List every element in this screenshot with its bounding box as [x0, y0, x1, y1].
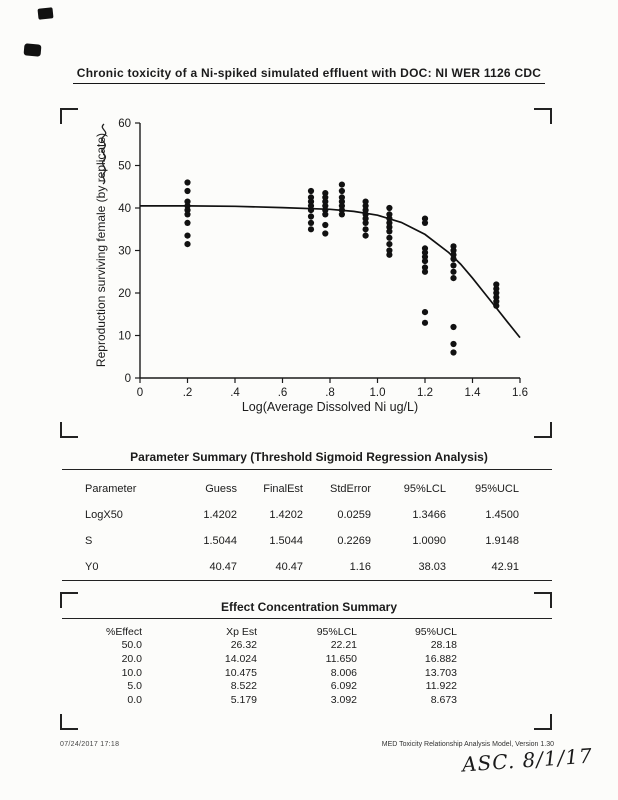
- figure-corner-bracket: [60, 108, 78, 124]
- table-cell: 10.475: [224, 666, 257, 679]
- table-cell: 11.650: [325, 652, 357, 665]
- table-cell: 1.5044: [203, 535, 237, 547]
- table-cell: 1.4202: [269, 509, 303, 521]
- horizontal-rule: [62, 469, 552, 470]
- svg-text:.6: .6: [278, 387, 288, 399]
- table-cell: 1.3466: [412, 509, 446, 521]
- parameter-summary-title: Parameter Summary (Threshold Sigmoid Reg…: [130, 450, 488, 464]
- report-title-text: Chronic toxicity of a Ni-spiked simulate…: [72, 66, 546, 84]
- table-cell: 22.21: [330, 639, 357, 652]
- table-cell: 11.922: [425, 680, 457, 693]
- figure-corner-bracket: [60, 592, 78, 608]
- table-cell: 50.0: [121, 639, 142, 652]
- table-cell: 1.16: [349, 561, 371, 573]
- table-cell: 20.0: [121, 652, 142, 665]
- parameter-summary-table: Parameter Guess FinalEst StdError 95%LCL…: [85, 476, 519, 580]
- svg-text:0: 0: [137, 387, 143, 399]
- column-header: 95%LCL: [403, 483, 446, 495]
- table-cell: 10.0: [121, 666, 142, 679]
- column-header: Guess: [205, 483, 237, 495]
- svg-text:.8: .8: [325, 387, 335, 399]
- column-header: Xp Est: [226, 625, 257, 638]
- table-cell: 0.0259: [337, 509, 371, 521]
- table-cell: 40.47: [209, 561, 237, 573]
- column-header: 95%LCL: [316, 625, 357, 638]
- handwritten-initials-date: ASC. 8/1/17: [461, 743, 594, 777]
- software-version-text: MED Toxicity Relationship Analysis Model…: [381, 741, 554, 748]
- scan-artifact-mark: [23, 43, 42, 57]
- svg-text:30: 30: [118, 246, 131, 258]
- svg-text:10: 10: [118, 331, 131, 343]
- effect-summary-title: Effect Concentration Summary: [220, 600, 398, 614]
- column-header: Parameter: [85, 483, 137, 495]
- table-cell: 13.703: [424, 666, 457, 679]
- column-header: 95%UCL: [474, 483, 519, 495]
- report-title: Chronic toxicity of a Ni-spiked simulate…: [0, 66, 618, 84]
- svg-text:.2: .2: [183, 387, 193, 399]
- scatter-plot: 0 .2 .4 .6 .8 1.0 1.2 1.4 1.6 0 10 20 30 40 50 60: [118, 118, 528, 399]
- svg-text:.4: .4: [230, 387, 240, 399]
- table-cell: 0.0: [127, 693, 142, 706]
- svg-text:1.0: 1.0: [370, 387, 386, 399]
- svg-text:0: 0: [125, 373, 131, 385]
- effect-summary-table: %Effect Xp Est 95%LCL 95%UCL 50.0 26.32 …: [72, 625, 457, 707]
- svg-text:20: 20: [118, 288, 131, 300]
- table-cell: 8.673: [430, 693, 457, 706]
- svg-text:40: 40: [118, 203, 131, 215]
- table-cell: 40.47: [275, 561, 303, 573]
- svg-text:1.6: 1.6: [512, 387, 528, 399]
- table-cell: 16.882: [424, 652, 457, 665]
- table-cell: 42.91: [491, 561, 519, 573]
- figure-corner-bracket: [534, 422, 552, 438]
- svg-text:1.4: 1.4: [465, 387, 482, 399]
- column-header: FinalEst: [263, 483, 303, 495]
- table-cell: 8.522: [230, 680, 257, 693]
- table-cell: 26.32: [230, 639, 257, 652]
- column-header: 95%UCL: [414, 625, 457, 638]
- table-cell: 38.03: [418, 561, 446, 573]
- table-cell: 1.9148: [485, 535, 519, 547]
- table-cell: 1.5044: [269, 535, 303, 547]
- scan-artifact-mark: [37, 7, 54, 20]
- figure-corner-bracket: [60, 422, 78, 438]
- figure-corner-bracket: [60, 714, 78, 730]
- effect-summary-box: [60, 592, 552, 730]
- figure-corner-bracket: [534, 714, 552, 730]
- print-timestamp: 07/24/2017 17:18: [60, 741, 120, 748]
- table-cell: 1.4202: [203, 509, 237, 521]
- column-header: StdError: [330, 483, 371, 495]
- x-axis-label: Log(Average Dissolved Ni ug/L): [241, 400, 419, 414]
- table-cell: S: [85, 535, 93, 547]
- horizontal-rule: [62, 618, 552, 619]
- figure-corner-bracket: [534, 108, 552, 124]
- svg-text:60: 60: [118, 118, 131, 130]
- table-cell: 5.179: [230, 693, 257, 706]
- table-cell: LogX50: [85, 509, 123, 521]
- svg-text:1.2: 1.2: [417, 387, 433, 399]
- table-cell: 14.024: [224, 652, 257, 665]
- table-cell: 28.18: [430, 639, 457, 652]
- table-cell: 1.4500: [485, 509, 519, 521]
- figure-corner-bracket: [534, 592, 552, 608]
- table-cell: 1.0090: [412, 535, 446, 547]
- table-cell: 3.092: [330, 693, 357, 706]
- table-cell: Y0: [85, 561, 99, 573]
- handwritten-annotation: [101, 123, 107, 185]
- chart-figure: 0.2.4.6.8 1.0 1.2 1.4 1.6 0 10 20 30 40 50 60 Repro…: [60, 108, 552, 438]
- svg-text:50: 50: [118, 161, 131, 173]
- table-cell: 8.006: [330, 666, 357, 679]
- table-cell: 6.092: [330, 680, 357, 693]
- column-header: %Effect: [106, 625, 142, 638]
- table-cell: 0.2269: [337, 535, 371, 547]
- table-cell: 5.0: [127, 680, 142, 693]
- horizontal-rule: [62, 580, 552, 581]
